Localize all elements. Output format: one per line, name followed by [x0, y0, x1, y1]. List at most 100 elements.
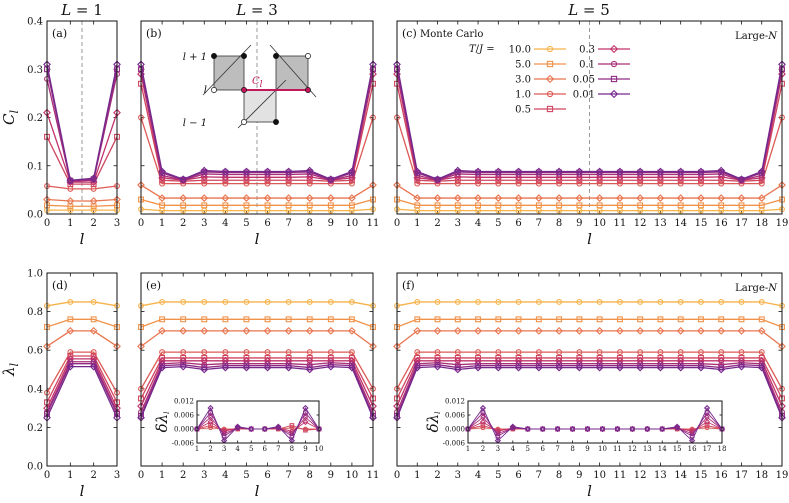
data-point: [261, 425, 268, 433]
data-point: [67, 207, 74, 214]
series-T-10.0: [394, 206, 785, 214]
x-tick-label: 2: [180, 470, 186, 481]
large-n-label: Large-N: [735, 31, 778, 42]
data-point: [703, 418, 711, 426]
series-line: [396, 198, 783, 206]
data-point: [158, 327, 166, 335]
x-tick-label: 9: [585, 445, 589, 453]
x-tick-label: 6: [540, 445, 545, 453]
data-point: [180, 299, 187, 305]
data-point: [89, 174, 98, 183]
data-point: [479, 404, 487, 412]
data-point: [475, 202, 482, 209]
data-point: [207, 418, 214, 426]
y-tick-label: -0.006: [443, 440, 466, 448]
data-point: [243, 299, 250, 305]
data-point: [757, 363, 766, 372]
x-tick-label: 11: [614, 470, 627, 481]
data-point: [596, 349, 603, 356]
data-point: [595, 363, 604, 372]
data-point: [67, 349, 74, 356]
data-point: [201, 180, 208, 187]
data-point: [348, 363, 356, 372]
y-tick-label: 0.3: [27, 65, 43, 76]
series-line: [46, 318, 118, 328]
series-T-10.0: [44, 299, 120, 309]
series-T-0.01: [464, 404, 726, 444]
data-point: [554, 425, 561, 433]
data-point: [584, 425, 591, 433]
data-point: [305, 327, 314, 335]
y-tick-label: 0.6: [27, 346, 43, 357]
data-point: [703, 404, 711, 412]
x-axis-label: l: [80, 230, 85, 248]
data-point: [234, 423, 241, 430]
series-line: [140, 364, 374, 417]
data-point: [615, 194, 624, 202]
lattice-site: [273, 53, 279, 59]
data-point: [555, 194, 564, 202]
series-line: [396, 301, 783, 307]
data-point: [615, 167, 624, 176]
data-point: [737, 194, 746, 202]
data-point: [453, 327, 462, 335]
data-point: [159, 349, 166, 356]
data-point: [677, 316, 684, 323]
data-point: [453, 194, 462, 202]
data-point: [67, 299, 74, 305]
data-point: [434, 299, 441, 305]
data-point: [179, 175, 188, 184]
series-line: [396, 69, 783, 181]
data-point: [263, 194, 272, 202]
x-tick-label: 5: [243, 218, 249, 229]
data-point: [305, 356, 314, 365]
data-point: [738, 349, 745, 356]
axes-frame: [140, 20, 374, 215]
data-point: [629, 425, 636, 433]
x-tick-label: 6: [264, 218, 270, 229]
lattice-site: [211, 53, 217, 59]
legend-entry-0.05: 0.05: [573, 75, 630, 86]
data-point: [243, 316, 250, 323]
x-tick-label: 9: [576, 218, 582, 229]
series-T-3.0: [43, 327, 121, 351]
data-point: [454, 202, 461, 209]
data-point: [302, 418, 309, 426]
series-line: [46, 361, 118, 413]
data-point: [474, 363, 482, 372]
data-point: [305, 365, 314, 374]
data-point: [616, 202, 623, 209]
data-point: [264, 316, 271, 323]
data-point: [676, 327, 685, 335]
data-point: [242, 194, 251, 202]
series-T-5.0: [138, 316, 376, 330]
data-point: [514, 194, 523, 202]
x-tick-label: 8: [570, 445, 574, 453]
data-point: [717, 327, 726, 335]
data-point: [284, 167, 293, 176]
data-point: [348, 327, 356, 335]
data-point: [201, 349, 208, 356]
data-point: [454, 299, 461, 305]
x-tick-label: 19: [776, 470, 789, 481]
series-T-10.0: [394, 299, 785, 309]
data-point: [306, 299, 313, 305]
x-tick-label: 7: [555, 445, 559, 453]
data-point: [264, 202, 271, 209]
x-tick-label: 8: [556, 218, 562, 229]
data-point: [515, 349, 522, 356]
legend-marker: [546, 45, 554, 53]
y-tick-label: 0.000: [445, 426, 465, 434]
x-tick-label: 13: [643, 445, 652, 453]
data-point: [474, 167, 482, 176]
data-point: [738, 299, 745, 305]
legend-label: 3.0: [515, 75, 531, 86]
x-tick-label: 6: [263, 445, 268, 453]
series-line: [396, 69, 783, 181]
axes-frame: [46, 272, 118, 467]
data-point: [221, 194, 230, 202]
data-point: [515, 202, 522, 209]
legend-label: 10.0: [509, 45, 531, 56]
series-line: [46, 185, 118, 190]
data-point: [555, 363, 564, 372]
